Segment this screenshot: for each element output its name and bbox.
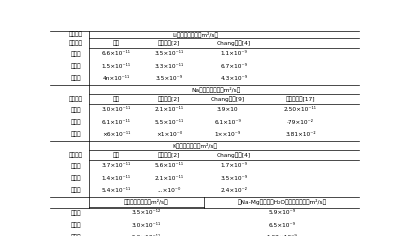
Text: 3.0×10⁻¹¹: 3.0×10⁻¹¹ bbox=[132, 223, 161, 228]
Text: 1.02×10⁻⁹: 1.02×10⁻⁹ bbox=[267, 235, 297, 236]
Text: 5.4×10⁻¹¹: 5.4×10⁻¹¹ bbox=[102, 188, 131, 193]
Text: 1.5×10⁻¹¹: 1.5×10⁻¹¹ bbox=[102, 64, 131, 69]
Text: 水分子层: 水分子层 bbox=[69, 96, 83, 102]
Text: 5.5×10⁻¹¹: 5.5×10⁻¹¹ bbox=[154, 120, 184, 125]
Text: 6.5×10⁻⁹: 6.5×10⁻⁹ bbox=[268, 223, 295, 228]
Text: 6.6×10⁻¹¹: 6.6×10⁻¹¹ bbox=[102, 51, 131, 56]
Text: 1.1×10⁻⁹: 1.1×10⁻⁹ bbox=[220, 51, 247, 56]
Text: 二层水: 二层水 bbox=[71, 63, 81, 69]
Text: 本文: 本文 bbox=[113, 96, 120, 102]
Text: 3.3×10⁻¹¹: 3.3×10⁻¹¹ bbox=[154, 64, 184, 69]
Text: 1.4×10⁻¹¹: 1.4×10⁻¹¹ bbox=[102, 176, 131, 181]
Text: 3.5×10⁻⁹: 3.5×10⁻⁹ bbox=[220, 176, 247, 181]
Text: 二层水: 二层水 bbox=[71, 119, 81, 125]
Text: 3.9×10: 3.9×10 bbox=[217, 107, 239, 112]
Text: 三层水: 三层水 bbox=[71, 188, 81, 193]
Text: 2.1×10⁻¹¹: 2.1×10⁻¹¹ bbox=[154, 107, 184, 112]
Text: Chang等人[4]: Chang等人[4] bbox=[217, 152, 251, 158]
Text: 居可安等人[17]: 居可安等人[17] bbox=[286, 96, 315, 102]
Text: 上官等人[2]: 上官等人[2] bbox=[158, 40, 180, 46]
Text: 4n×10⁻¹¹: 4n×10⁻¹¹ bbox=[103, 76, 130, 81]
Text: 上官等人[2]: 上官等人[2] bbox=[158, 152, 180, 158]
Text: 1.7×10⁻⁹: 1.7×10⁻⁹ bbox=[220, 163, 247, 168]
Text: 一层水: 一层水 bbox=[71, 210, 81, 216]
Text: 5.9×10⁻⁹: 5.9×10⁻⁹ bbox=[268, 211, 295, 215]
Text: ×6×10⁻¹¹: ×6×10⁻¹¹ bbox=[102, 132, 130, 137]
Text: 水分子层: 水分子层 bbox=[69, 152, 83, 158]
Text: 3.5×10⁻⁹: 3.5×10⁻⁹ bbox=[155, 76, 182, 81]
Text: 上官等人[2]: 上官等人[2] bbox=[158, 96, 180, 102]
Text: 4.3×10⁻⁹: 4.3×10⁻⁹ bbox=[220, 76, 247, 81]
Text: ×1×10⁻⁰: ×1×10⁻⁰ bbox=[156, 132, 182, 137]
Text: 三层水: 三层水 bbox=[71, 235, 81, 236]
Text: 一层水: 一层水 bbox=[71, 107, 81, 113]
Text: 本文: 本文 bbox=[113, 40, 120, 46]
Text: 水分子层: 水分子层 bbox=[69, 40, 83, 46]
Text: ...×10⁻⁰: ...×10⁻⁰ bbox=[157, 188, 181, 193]
Text: 二层水: 二层水 bbox=[71, 175, 81, 181]
Text: Li的自扩散系数（m²/s）: Li的自扩散系数（m²/s） bbox=[172, 32, 218, 38]
Text: 3.7×10⁻¹¹: 3.7×10⁻¹¹ bbox=[102, 163, 131, 168]
Text: 一层水: 一层水 bbox=[71, 163, 81, 169]
Text: 6.7×10⁻⁹: 6.7×10⁻⁹ bbox=[220, 64, 247, 69]
Text: 1××10⁻⁹: 1××10⁻⁹ bbox=[215, 132, 241, 137]
Text: 水的自扩散系数（m²/s）: 水的自扩散系数（m²/s） bbox=[124, 199, 169, 205]
Text: 本文: 本文 bbox=[113, 152, 120, 158]
Text: 6.1×10⁻⁹: 6.1×10⁻⁹ bbox=[214, 120, 241, 125]
Text: 在Na-Mg蒙脱石中H₂O的自扩散系数（m²/s）: 在Na-Mg蒙脱石中H₂O的自扩散系数（m²/s） bbox=[237, 199, 326, 205]
Text: 3.5×10⁻¹¹: 3.5×10⁻¹¹ bbox=[154, 51, 184, 56]
Text: ·79×10⁻²: ·79×10⁻² bbox=[287, 120, 314, 125]
Text: 2.4×10⁻²: 2.4×10⁻² bbox=[220, 188, 247, 193]
Text: 3.5×10⁻¹²: 3.5×10⁻¹² bbox=[132, 211, 161, 215]
Text: 6.1×10⁻¹¹: 6.1×10⁻¹¹ bbox=[102, 120, 131, 125]
Text: Chang等人[4]: Chang等人[4] bbox=[217, 40, 251, 46]
Text: 三层水: 三层水 bbox=[71, 132, 81, 137]
Text: 2.1×10⁻¹¹: 2.1×10⁻¹¹ bbox=[154, 176, 184, 181]
Text: 二层水: 二层水 bbox=[71, 223, 81, 228]
Text: Chang等人[9]: Chang等人[9] bbox=[211, 96, 245, 102]
Text: 5.0×10⁻¹¹: 5.0×10⁻¹¹ bbox=[132, 235, 161, 236]
Text: 5.6×10⁻¹¹: 5.6×10⁻¹¹ bbox=[154, 163, 184, 168]
Text: 三层水: 三层水 bbox=[71, 76, 81, 81]
Text: K的自扩散系数（m²/s）: K的自扩散系数（m²/s） bbox=[173, 143, 218, 148]
Text: 3.0×10⁻¹¹: 3.0×10⁻¹¹ bbox=[102, 107, 131, 112]
Text: 2.50×10⁻¹¹: 2.50×10⁻¹¹ bbox=[284, 107, 317, 112]
Text: 水分子层: 水分子层 bbox=[69, 32, 83, 38]
Text: 一层水: 一层水 bbox=[71, 51, 81, 57]
Text: 3.81×10⁻²: 3.81×10⁻² bbox=[285, 132, 316, 137]
Text: Na的自扩散系数（m²/s）: Na的自扩散系数（m²/s） bbox=[192, 87, 241, 93]
